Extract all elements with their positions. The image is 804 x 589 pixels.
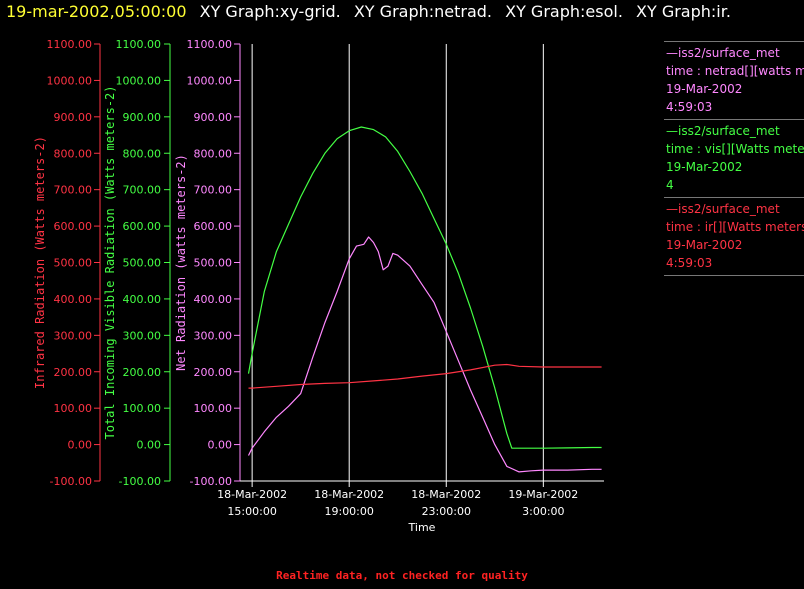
y-tick-label-netrad-11: 0.00 xyxy=(208,439,233,452)
y-tick-label-netrad-3: 800.00 xyxy=(194,147,233,160)
legend-date: 19-Mar-2002 xyxy=(666,160,743,174)
y-tick-label-netrad-0: 1100.00 xyxy=(187,38,233,51)
y-tick-label-netrad-5: 600.00 xyxy=(194,220,233,233)
legend-variable: time : vis[][Watts meters-2] xyxy=(666,142,804,156)
y-tick-label-netrad-1: 1000.00 xyxy=(187,74,233,87)
legend-variable: time : ir[][Watts meters-2] xyxy=(666,220,804,234)
y-tick-label-vis-11: 0.00 xyxy=(137,439,162,452)
legend-source: —iss2/surface_met xyxy=(666,124,780,138)
x-tick-label-date-3: 19-Mar-2002 xyxy=(508,488,578,501)
x-tick-label-date-2: 18-Mar-2002 xyxy=(411,488,481,501)
y-tick-label-vis-3: 800.00 xyxy=(123,147,162,160)
y-tick-label-vis-10: 100.00 xyxy=(123,402,162,415)
y-axis-title-netrad: Net Radiation (watts meters-2) xyxy=(174,154,188,371)
y-tick-label-vis-7: 400.00 xyxy=(123,293,162,306)
x-tick-label-time-0: 15:00:00 xyxy=(227,505,276,518)
legend-date: 19-Mar-2002 xyxy=(666,82,743,96)
legend-entry-netrad[interactable]: —iss2/surface_met time : netrad[][watts … xyxy=(664,41,804,119)
legend-time: 4:59:03 xyxy=(666,256,713,270)
y-tick-label-ir-1: 1000.00 xyxy=(47,74,93,87)
y-tick-label-ir-2: 900.00 xyxy=(54,111,93,124)
legend-date: 19-Mar-2002 xyxy=(666,238,743,252)
y-tick-label-netrad-4: 700.00 xyxy=(194,184,233,197)
legend-entry-ir[interactable]: —iss2/surface_met time : ir[][Watts mete… xyxy=(664,197,804,275)
quality-notice: Realtime data, not checked for quality xyxy=(276,569,528,582)
y-tick-label-netrad-10: 100.00 xyxy=(194,402,233,415)
legend-source: —iss2/surface_met xyxy=(666,46,780,60)
y-tick-label-netrad-6: 500.00 xyxy=(194,257,233,270)
series-line-netrad xyxy=(247,236,602,473)
title-graph-esol[interactable]: XY Graph:esol. xyxy=(505,2,623,21)
y-tick-label-netrad-9: 200.00 xyxy=(194,366,233,379)
y-tick-label-ir-10: 100.00 xyxy=(54,402,93,415)
x-tick-label-time-2: 23:00:00 xyxy=(422,505,471,518)
y-tick-label-vis-9: 200.00 xyxy=(123,366,162,379)
title-timestamp: 19-mar-2002,05:00:00 xyxy=(6,2,187,21)
legend-variable: time : netrad[][watts meters-2] xyxy=(666,64,804,78)
y-tick-label-netrad-7: 400.00 xyxy=(194,293,233,306)
legend-time: 4 xyxy=(666,178,674,192)
y-tick-label-vis-5: 600.00 xyxy=(123,220,162,233)
x-axis-title: Time xyxy=(408,521,436,534)
legend-entry-vis[interactable]: —iss2/surface_met time : vis[][Watts met… xyxy=(664,119,804,197)
series-line-vis xyxy=(247,126,602,449)
y-tick-label-ir-8: 300.00 xyxy=(54,329,93,342)
y-tick-label-ir-12: -100.00 xyxy=(50,475,92,488)
y-tick-label-netrad-12: -100.00 xyxy=(190,475,232,488)
y-tick-label-vis-8: 300.00 xyxy=(123,329,162,342)
x-tick-label-date-1: 18-Mar-2002 xyxy=(314,488,384,501)
x-tick-label-time-1: 19:00:00 xyxy=(324,505,373,518)
y-tick-label-ir-7: 400.00 xyxy=(54,293,93,306)
y-tick-label-ir-6: 500.00 xyxy=(54,257,93,270)
y-tick-label-vis-6: 500.00 xyxy=(123,257,162,270)
x-tick-label-time-3: 3:00:00 xyxy=(522,505,564,518)
title-graph-xy-grid[interactable]: XY Graph:xy-grid. xyxy=(199,2,341,21)
y-tick-label-ir-9: 200.00 xyxy=(54,366,93,379)
y-tick-label-ir-5: 600.00 xyxy=(54,220,93,233)
title-bar: 19-mar-2002,05:00:00 XY Graph:xy-grid. X… xyxy=(6,2,731,22)
y-tick-label-vis-0: 1100.00 xyxy=(116,38,162,51)
y-tick-label-vis-1: 1000.00 xyxy=(116,74,162,87)
legend-end-divider xyxy=(664,275,804,281)
y-tick-label-ir-11: 0.00 xyxy=(68,439,93,452)
title-graph-ir[interactable]: XY Graph:ir. xyxy=(636,2,731,21)
title-graph-netrad[interactable]: XY Graph:netrad. xyxy=(353,2,493,21)
series-line-ir xyxy=(248,363,602,389)
y-tick-label-vis-4: 700.00 xyxy=(123,184,162,197)
y-tick-label-ir-3: 800.00 xyxy=(54,147,93,160)
legend: —iss2/surface_met time : netrad[][watts … xyxy=(664,41,804,281)
y-tick-label-ir-4: 700.00 xyxy=(54,184,93,197)
y-axis-title-ir: Infrared Radiation (Watts meters-2) xyxy=(33,136,47,389)
y-tick-label-vis-12: -100.00 xyxy=(119,475,161,488)
legend-source: —iss2/surface_met xyxy=(666,202,780,216)
y-tick-label-netrad-2: 900.00 xyxy=(194,111,233,124)
y-tick-label-vis-2: 900.00 xyxy=(123,111,162,124)
x-tick-label-date-0: 18-Mar-2002 xyxy=(217,488,287,501)
y-tick-label-netrad-8: 300.00 xyxy=(194,329,233,342)
y-axis-title-vis: Total Incoming Visible Radiation (Watts … xyxy=(103,85,117,439)
legend-time: 4:59:03 xyxy=(666,100,713,114)
y-tick-label-ir-0: 1100.00 xyxy=(47,38,93,51)
